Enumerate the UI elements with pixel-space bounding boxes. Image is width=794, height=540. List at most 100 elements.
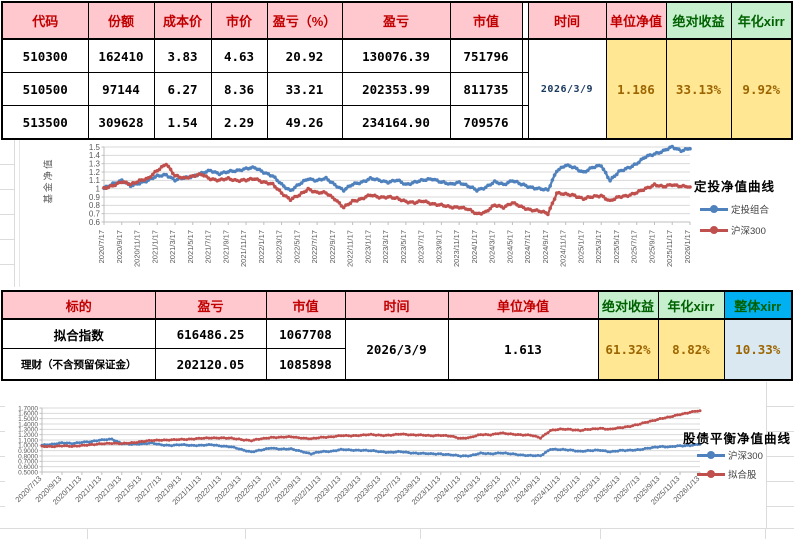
x-tick-label: 2022/5/17 [292,230,301,263]
x-tick-label: 2023/9/17 [434,230,443,263]
cell-code[interactable]: 513500 [1,105,89,140]
table-row: 拟合指数 616486.25 1067708 2026/3/9 1.613 61… [1,318,793,381]
col-header-unit-nav[interactable]: 单位净值 [605,1,667,40]
cell-code[interactable]: 510500 [1,72,89,106]
y-tick-label: 1.7000 [18,405,38,412]
cell-target[interactable]: 理财（不含预留保证金） [1,348,156,381]
legend-line-marker [697,451,725,459]
col-header-shares[interactable]: 份额 [87,1,155,40]
cell-cost-price[interactable]: 1.54 [153,105,212,140]
x-tick-label: 2021/9/17 [221,230,230,263]
x-tick-label: 2025/1/17 [576,230,585,263]
y-tick-label: 0.6000 [18,464,38,471]
y-tick-label: 0.7000 [18,459,38,466]
cell-pl[interactable]: 202353.99 [341,72,451,106]
summary-table: 标的 盈亏 市值 时间 单位净值 绝对收益 年化xirr 整体xirr 拟合指数… [1,290,793,381]
y-tick-label: 1.1000 [18,437,38,444]
col-header-market-value[interactable]: 市值 [449,1,523,40]
cell-market-price[interactable]: 2.29 [210,105,268,140]
col-header-unit-nav[interactable]: 单位净值 [447,290,599,320]
col-header-pl[interactable]: 盈亏 [154,290,267,320]
cell-pl-percent[interactable]: 33.21 [266,72,343,106]
col-header-pl[interactable]: 盈亏 [341,1,451,40]
x-tick-label: 2021/1/17 [150,230,159,263]
col-header-pl-percent[interactable]: 盈亏（%） [266,1,343,40]
cell-market-price[interactable]: 8.36 [210,72,268,106]
cell-pl[interactable]: 234164.90 [341,105,451,140]
grid-strip-right [766,382,794,539]
cell-abs-return-merged[interactable]: 33.13% [665,38,732,140]
cell-time-merged[interactable]: 2026/3/9 [527,38,607,140]
legend-item-label: 沪深300 [731,226,766,237]
col-header-xirr[interactable]: 年化xirr [730,1,793,40]
cell-market-value[interactable]: 1085898 [265,348,346,381]
col-header-cost-price[interactable]: 成本价 [153,1,212,40]
col-header-time[interactable]: 时间 [527,1,607,40]
legend-dot-marker [707,451,715,459]
spacer-cell[interactable] [521,105,529,140]
grid-line [245,528,246,539]
cell-cost-price[interactable]: 3.83 [153,38,212,73]
y-tick-label: 0.9 [89,193,101,202]
legend-item[interactable]: 定投组合 [700,202,769,216]
chart-dca-nav-curve[interactable]: 基金净值 1.5 1.4 1.3 1.2 1.1 1 0.9 0.8 0.7 0.6 2020/7/… [19,140,794,287]
cell-market-value[interactable]: 709576 [449,105,523,140]
legend-item[interactable]: 沪深300 [697,448,763,462]
x-tick-label: 2023/3/17 [381,230,390,263]
x-tick-label: 2022/11/17 [346,230,355,267]
y-tick-label: 1.3 [89,159,101,168]
x-tick-label: 2024/9/17 [541,230,550,263]
col-header-target[interactable]: 标的 [1,290,156,320]
cell-market-value[interactable]: 811735 [449,72,523,106]
col-header-time[interactable]: 时间 [344,290,449,320]
y-tick-label: 1.4 [89,151,101,160]
cell-pl-percent[interactable]: 20.92 [266,38,343,73]
x-tick-label: 2020/7/17 [97,230,106,263]
cell-market-price[interactable]: 4.63 [210,38,268,73]
col-header-market-value[interactable]: 市值 [265,290,346,320]
cell-pl[interactable]: 130076.39 [341,38,451,73]
y-tick-label: 1 [96,184,101,193]
cell-pl-percent[interactable]: 49.26 [266,105,343,140]
col-header-market-price[interactable]: 市价 [210,1,268,40]
cell-market-value[interactable]: 1067708 [265,318,346,349]
chart-stock-bond-balance-curve[interactable]: 1.7000 1.6000 1.5000 1.4000 1.3000 1.2000 1.10… [5,382,790,528]
cell-time-merged[interactable]: 2026/3/9 [344,318,449,381]
cell-code[interactable]: 510300 [1,38,89,73]
grid-line [600,528,601,539]
spacer-cell[interactable] [521,72,529,106]
cell-cost-price[interactable]: 6.27 [153,72,212,106]
cell-abs-return-merged[interactable]: 61.32% [597,318,659,381]
cell-shares[interactable]: 309628 [87,105,155,140]
cell-xirr-merged[interactable]: 8.82% [657,318,725,381]
col-header-code[interactable]: 代码 [1,1,89,40]
col-header-abs-return[interactable]: 绝对收益 [665,1,732,40]
cell-market-value[interactable]: 751796 [449,38,523,73]
grid-line [420,528,421,539]
legend-item[interactable]: 沪深300 [700,223,769,237]
cell-shares[interactable]: 97144 [87,72,155,106]
cell-overall-xirr-merged[interactable]: 10.33% [723,318,793,381]
chart-title: 定投净值曲线 [694,180,776,194]
cell-unit-nav-merged[interactable]: 1.613 [447,318,599,381]
cell-target[interactable]: 拟合指数 [1,318,156,349]
col-header-overall-xirr[interactable]: 整体xirr [723,290,793,320]
legend-item[interactable]: 拟合股 [697,467,763,481]
positions-table: 代码 份额 成本价 市价 盈亏（%） 盈亏 市值 时间 单位净值 绝对收益 年化… [1,1,793,140]
x-tick-label: 2023/1/17 [363,230,372,263]
cell-pl[interactable]: 202120.05 [154,348,267,381]
grid-strip-bottom [0,528,794,540]
col-header-abs-return[interactable]: 绝对收益 [597,290,659,320]
cell-shares[interactable]: 162410 [87,38,155,73]
x-tick-label: 2021/7/17 [204,230,213,263]
y-tick-label: 1.2 [89,168,101,177]
cell-xirr-merged[interactable]: 9.92% [730,38,793,140]
x-tick-label: 2024/5/17 [505,230,514,263]
y-tick-label: 0.8 [89,201,101,210]
col-header-xirr[interactable]: 年化xirr [657,290,725,320]
legend-item-label: 沪深300 [728,451,763,462]
cell-pl[interactable]: 616486.25 [154,318,267,349]
table-row: 510500 97144 6.27 8.36 33.21 202353.99 8… [1,72,792,106]
y-tick-label: 1.2000 [18,432,38,439]
cell-unit-nav-merged[interactable]: 1.186 [605,38,667,140]
